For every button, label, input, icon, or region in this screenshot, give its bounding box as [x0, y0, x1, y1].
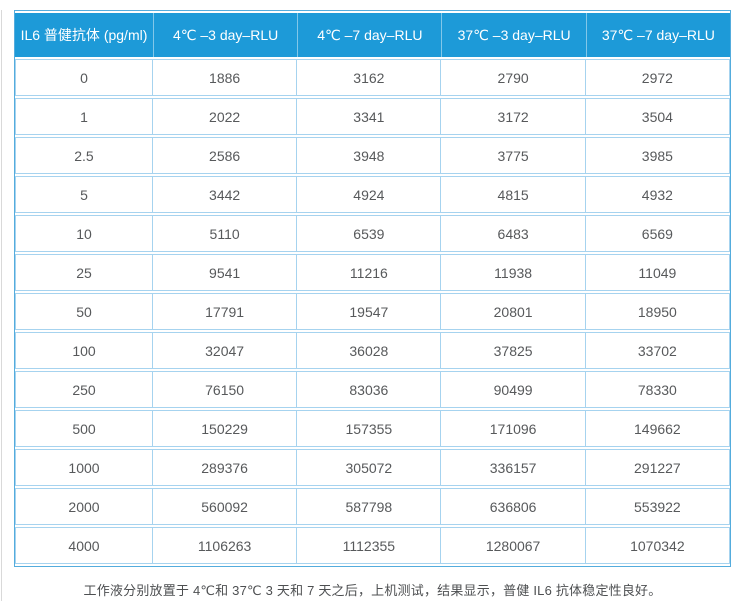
concentration-cell: 10	[15, 215, 153, 252]
il6-antibody-stability-table: IL6 普健抗体 (pg/ml) 4℃ –3 day–RLU 4℃ –7 day–R…	[15, 11, 730, 566]
rlu-value-cell: 3504	[585, 98, 730, 135]
concentration-cell: 2.5	[15, 137, 153, 174]
table-row: 50 17791 19547 20801 18950	[15, 293, 730, 330]
rlu-value-cell: 83036	[297, 371, 442, 408]
rlu-value-cell: 2790	[441, 59, 586, 96]
rlu-value-cell: 1280067	[441, 527, 586, 564]
rlu-value-cell: 3341	[297, 98, 442, 135]
rlu-value-cell: 1112355	[297, 527, 442, 564]
rlu-value-cell: 3162	[297, 59, 442, 96]
rlu-value-cell: 149662	[585, 410, 730, 447]
table-row: 5 3442 4924 4815 4932	[15, 176, 730, 213]
rlu-value-cell: 636806	[441, 488, 586, 525]
concentration-cell: 250	[15, 371, 153, 408]
table-row: 500 150229 157355 171096 149662	[15, 410, 730, 447]
column-header: 37℃ –7 day–RLU	[585, 13, 730, 57]
rlu-value-cell: 171096	[441, 410, 586, 447]
rlu-value-cell: 5110	[152, 215, 298, 252]
table-row: 250 76150 83036 90499 78330	[15, 371, 730, 408]
rlu-value-cell: 3985	[585, 137, 730, 174]
table-header: IL6 普健抗体 (pg/ml) 4℃ –3 day–RLU 4℃ –7 day–R…	[15, 13, 730, 57]
rlu-value-cell: 336157	[441, 449, 586, 486]
rlu-value-cell: 157355	[297, 410, 442, 447]
rlu-value-cell: 150229	[152, 410, 298, 447]
table-row: 2.5 2586 3948 3775 3985	[15, 137, 730, 174]
rlu-value-cell: 305072	[297, 449, 442, 486]
rlu-value-cell: 17791	[152, 293, 298, 330]
column-header: 4℃ –3 day–RLU	[152, 13, 298, 57]
rlu-value-cell: 6539	[297, 215, 442, 252]
rlu-value-cell: 32047	[152, 332, 298, 369]
rlu-value-cell: 19547	[297, 293, 442, 330]
stability-table-container: IL6 普健抗体 (pg/ml) 4℃ –3 day–RLU 4℃ –7 day–R…	[14, 10, 731, 567]
table-row: 10 5110 6539 6483 6569	[15, 215, 730, 252]
concentration-cell: 100	[15, 332, 153, 369]
concentration-cell: 50	[15, 293, 153, 330]
rlu-value-cell: 553922	[585, 488, 730, 525]
rlu-value-cell: 291227	[585, 449, 730, 486]
rlu-value-cell: 2022	[152, 98, 298, 135]
column-header: 37℃ –3 day–RLU	[441, 13, 586, 57]
rlu-value-cell: 587798	[297, 488, 442, 525]
column-header: IL6 普健抗体 (pg/ml)	[15, 13, 153, 57]
rlu-value-cell: 2972	[585, 59, 730, 96]
rlu-value-cell: 289376	[152, 449, 298, 486]
rlu-value-cell: 78330	[585, 371, 730, 408]
rlu-value-cell: 4932	[585, 176, 730, 213]
rlu-value-cell: 18950	[585, 293, 730, 330]
rlu-value-cell: 4815	[441, 176, 586, 213]
table-row: 4000 1106263 1112355 1280067 1070342	[15, 527, 730, 564]
rlu-value-cell: 3775	[441, 137, 586, 174]
header-row: IL6 普健抗体 (pg/ml) 4℃ –3 day–RLU 4℃ –7 day–R…	[15, 13, 730, 57]
table-row: 1 2022 3341 3172 3504	[15, 98, 730, 135]
table-row: 1000 289376 305072 336157 291227	[15, 449, 730, 486]
rlu-value-cell: 3948	[297, 137, 442, 174]
rlu-value-cell: 1886	[152, 59, 298, 96]
column-header: 4℃ –7 day–RLU	[297, 13, 442, 57]
rlu-value-cell: 76150	[152, 371, 298, 408]
concentration-cell: 1000	[15, 449, 153, 486]
rlu-value-cell: 2586	[152, 137, 298, 174]
concentration-cell: 1	[15, 98, 153, 135]
table-row: 25 9541 11216 11938 11049	[15, 254, 730, 291]
rlu-value-cell: 4924	[297, 176, 442, 213]
concentration-cell: 4000	[15, 527, 153, 564]
rlu-value-cell: 33702	[585, 332, 730, 369]
rlu-value-cell: 90499	[441, 371, 586, 408]
rlu-value-cell: 9541	[152, 254, 298, 291]
rlu-value-cell: 11049	[585, 254, 730, 291]
table-row: 2000 560092 587798 636806 553922	[15, 488, 730, 525]
rlu-value-cell: 36028	[297, 332, 442, 369]
rlu-value-cell: 11938	[441, 254, 586, 291]
table-row: 0 1886 3162 2790 2972	[15, 59, 730, 96]
rlu-value-cell: 11216	[297, 254, 442, 291]
rlu-value-cell: 560092	[152, 488, 298, 525]
rlu-value-cell: 20801	[441, 293, 586, 330]
table-body: 0 1886 3162 2790 2972 1 2022 3341 3172 3504 2.5 258…	[15, 59, 730, 564]
table-row: 100 32047 36028 37825 33702	[15, 332, 730, 369]
concentration-cell: 0	[15, 59, 153, 96]
concentration-cell: 2000	[15, 488, 153, 525]
rlu-value-cell: 1070342	[585, 527, 730, 564]
rlu-value-cell: 1106263	[152, 527, 298, 564]
rlu-value-cell: 6569	[585, 215, 730, 252]
footer-note: 工作液分别放置于 4℃和 37℃ 3 天和 7 天之后，上机测试，结果显示，普健…	[83, 583, 662, 598]
rlu-value-cell: 37825	[441, 332, 586, 369]
concentration-cell: 5	[15, 176, 153, 213]
rlu-value-cell: 3442	[152, 176, 298, 213]
page-edge-divider	[1, 10, 2, 601]
concentration-cell: 500	[15, 410, 153, 447]
rlu-value-cell: 3172	[441, 98, 586, 135]
rlu-value-cell: 6483	[441, 215, 586, 252]
concentration-cell: 25	[15, 254, 153, 291]
